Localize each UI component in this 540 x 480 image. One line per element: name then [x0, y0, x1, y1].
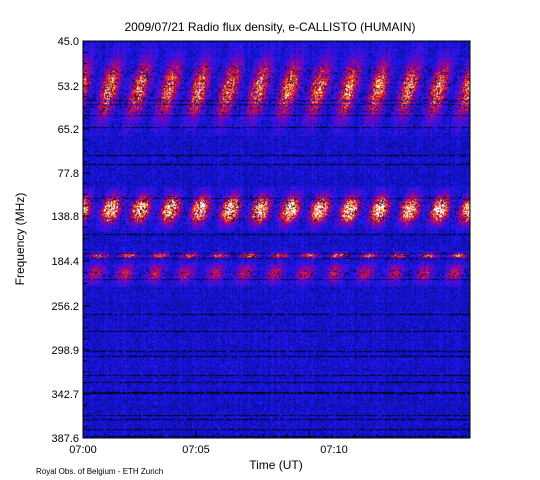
y-tick-label: 53.2 [58, 81, 79, 93]
plot-frame [82, 40, 471, 439]
x-axis: 07:00 07:05 07:10 [69, 430, 378, 456]
plot-area [82, 40, 471, 439]
y-tick-label: 387.6 [51, 433, 79, 445]
y-tick-label: 184.4 [51, 256, 79, 268]
chart-title: 2009/07/21 Radio flux density, e-CALLIST… [124, 20, 415, 34]
y-tick-label: 342.7 [51, 389, 79, 401]
x-tick-label: 07:05 [182, 444, 210, 456]
spectrogram-image [83, 41, 470, 438]
footer-credit: Royal Obs. of Belgium - ETH Zurich [36, 467, 163, 476]
x-tick-label: 07:00 [69, 444, 97, 456]
y-tick-label: 65.2 [58, 124, 79, 136]
y-axis-label: Frequency (MHz) [13, 193, 27, 286]
y-tick-label: 138.8 [51, 211, 79, 223]
y-tick-label: 256.2 [51, 301, 79, 313]
y-tick-label: 77.8 [58, 168, 79, 180]
spectrogram-raster [83, 41, 470, 438]
x-tick-label: 07:10 [320, 444, 348, 456]
x-axis-label: Time (UT) [249, 458, 303, 472]
y-axis: 45.0 53.2 65.2 77.8 138.8 184.4 256.2 298.9 342.… [51, 36, 90, 445]
y-tick-label: 298.9 [51, 345, 79, 357]
y-tick-label: 45.0 [58, 36, 79, 48]
